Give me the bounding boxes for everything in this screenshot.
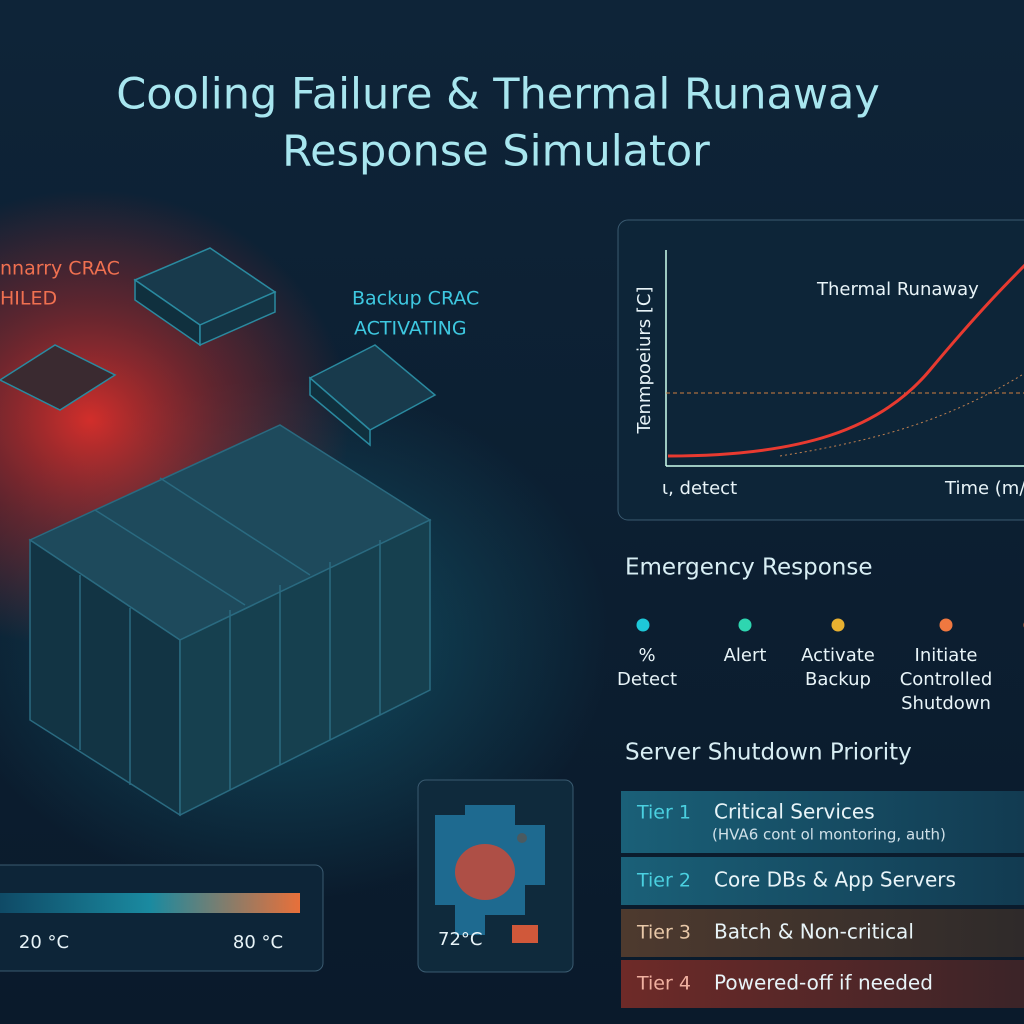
tier-name: Batch & Non-critical	[714, 920, 914, 944]
heatmap-label: 72°C	[438, 929, 482, 950]
step-label: Controlled	[900, 669, 993, 690]
y-axis-label: Tenmpoeiurs [C]	[634, 287, 655, 435]
tier-row	[621, 791, 1024, 853]
step-label: Activate	[801, 645, 875, 666]
crac-unit	[199, 290, 276, 347]
heatmap-hotspot	[455, 844, 515, 900]
tier-row	[621, 960, 1024, 1008]
step-dot	[831, 618, 845, 632]
crac-label: Backup CRAC	[352, 288, 479, 310]
tier-name: Powered-off if needed	[714, 971, 933, 995]
legend-bar	[0, 893, 300, 913]
crac-unit	[0, 344, 117, 411]
rack-divider	[94, 509, 246, 606]
backup-curve	[779, 373, 1024, 457]
title: Response Simulator	[282, 127, 710, 177]
chart-panel	[617, 219, 1024, 521]
steps: % Detect Alert Activate Backup Initiate Contro…	[617, 618, 1024, 714]
tier-row	[621, 857, 1024, 905]
tier-label: Tier 1	[636, 802, 691, 824]
heatmap-marker	[517, 833, 527, 843]
tier-label: Tier 2	[636, 870, 691, 892]
x-axis-label: Time (m/	[944, 478, 1024, 499]
tier-row	[621, 909, 1024, 957]
crac-label: HILED	[0, 288, 57, 310]
rack-side	[179, 518, 431, 817]
step-dot	[939, 618, 953, 632]
tier-name: Critical Services	[714, 800, 875, 824]
step-label: Shutdown	[901, 693, 991, 714]
runaway-curve	[667, 263, 1024, 458]
legend-label: 20 °C	[19, 932, 69, 953]
step-dot	[636, 618, 650, 632]
step-dot	[738, 618, 752, 632]
step-label: Initiate	[915, 645, 978, 666]
crac-label: ACTIVATING	[354, 318, 467, 340]
crac-units	[0, 247, 437, 447]
x-start-label: ɩ, detect	[662, 478, 737, 499]
legend-panel	[0, 864, 324, 972]
legend-label: 80 °C	[233, 932, 283, 953]
tier-label: Tier 3	[636, 922, 691, 944]
curve-label: Thermal Runaway	[816, 279, 979, 300]
heatmap-hotspot	[512, 925, 538, 943]
crac-unit	[309, 376, 371, 447]
crac-label: nnarry CRAC	[0, 258, 120, 280]
step-label: %	[638, 645, 655, 666]
step-label: Detect	[617, 669, 677, 690]
tier-name: Core DBs & App Servers	[714, 868, 956, 892]
step-label: Alert	[724, 645, 767, 666]
tiers: Tier 1 Critical Services (HVA6 cont ol mon…	[621, 791, 1024, 1008]
section-title: Emergency Response	[625, 555, 873, 581]
section-title: Server Shutdown Priority	[625, 740, 912, 766]
title: Cooling Failure & Thermal Runaway	[116, 70, 880, 120]
tier-detail: (HVA6 cont ol montoring, auth)	[712, 826, 946, 844]
rack-divider	[159, 477, 311, 576]
server-racks	[28, 424, 432, 817]
tier-label: Tier 4	[636, 973, 691, 995]
step-label: Backup	[805, 669, 871, 690]
